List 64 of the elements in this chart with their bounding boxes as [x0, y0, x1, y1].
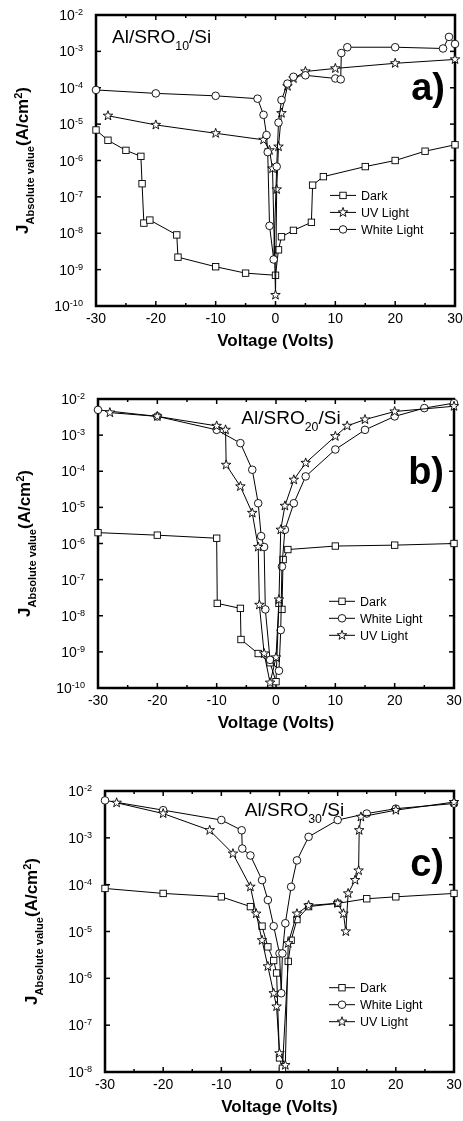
y-tick-label: 10$^{-6}$ — [59, 152, 83, 169]
x-axis-title: Voltage (Volts) — [217, 713, 335, 732]
y-tick-label: 10$^{-2}$ — [68, 783, 92, 799]
x-tick-label: 10 — [329, 1076, 346, 1092]
x-tick-label: 0 — [271, 310, 280, 326]
x-tick-label: -20 — [145, 310, 167, 326]
x-tick-label: -30 — [94, 1076, 116, 1092]
y-tick-label: 10$^{-6}$ — [68, 970, 92, 987]
x-tick-label: -20 — [147, 692, 168, 708]
legend-label: Dark — [361, 188, 389, 203]
y-tick-label: 10$^{-5}$ — [68, 923, 92, 940]
y-tick-label: 10$^{-8}$ — [61, 607, 85, 624]
y-tick-label: 10$^{-7}$ — [68, 1017, 92, 1034]
y-tick-label: 10$^{-9}$ — [61, 643, 85, 660]
x-tick-label: 10 — [327, 692, 344, 708]
x-tick-label: 20 — [387, 310, 404, 326]
legend-label: White Light — [360, 611, 424, 626]
annotation: a) — [411, 66, 445, 108]
legend-label: UV Light — [360, 628, 409, 643]
x-tick-label: -20 — [153, 1076, 174, 1092]
y-tick-label: 10$^{-7}$ — [59, 188, 83, 205]
x-tick-label: 30 — [447, 310, 463, 326]
annotation: Al/SRO$_{20}$/Si — [241, 407, 341, 434]
y-tick-label: 10$^{-5}$ — [59, 116, 83, 133]
y-tick-label: 10$^{-10}$ — [56, 680, 85, 696]
x-tick-label: 20 — [386, 692, 403, 708]
y-tick-label: 10$^{-7}$ — [61, 571, 85, 588]
y-tick-label: 10$^{-8}$ — [68, 1064, 92, 1080]
y-tick-label: 10$^{-5}$ — [61, 499, 85, 516]
x-axis-title: Voltage (Volts) — [217, 331, 334, 350]
annotation: c) — [410, 842, 444, 884]
x-tick-label: -10 — [211, 1076, 232, 1092]
x-tick-label: 0 — [272, 692, 281, 708]
y-tick-label: 10$^{-3}$ — [59, 43, 83, 60]
y-tick-label: 10$^{-4}$ — [59, 79, 83, 96]
x-tick-label: 30 — [446, 1076, 462, 1092]
legend-label: White Light — [360, 998, 424, 1013]
x-tick-label: -10 — [206, 692, 227, 708]
x-tick-label: 20 — [388, 1076, 404, 1092]
y-tick-label: 10$^{-8}$ — [59, 225, 83, 242]
y-tick-label: 10$^{-4}$ — [61, 463, 85, 480]
x-axis-title: Voltage (Volts) — [221, 1097, 338, 1116]
y-tick-label: 10$^{-4}$ — [68, 876, 92, 893]
y-tick-label: 10$^{-3}$ — [61, 427, 85, 444]
legend-label: White Light — [361, 222, 425, 237]
legend-label: UV Light — [360, 1015, 409, 1030]
x-tick-label: 30 — [446, 692, 462, 708]
y-tick-label: 10$^{-2}$ — [61, 391, 85, 407]
x-tick-label: -10 — [205, 310, 226, 326]
annotation: Al/SRO$_{30}$/Si — [244, 799, 345, 826]
x-tick-label: 10 — [327, 310, 344, 326]
annotation: b) — [408, 450, 444, 492]
legend-label: UV Light — [361, 205, 410, 220]
x-tick-label: -30 — [87, 692, 109, 708]
annotation: Al/SRO$_{10}$/Si — [112, 26, 212, 53]
y-tick-label: 10$^{-3}$ — [68, 829, 92, 846]
y-tick-label: 10$^{-9}$ — [59, 261, 83, 278]
x-tick-label: -30 — [85, 310, 107, 326]
y-tick-label: 10$^{-6}$ — [61, 535, 85, 552]
y-tick-label: 10$^{-2}$ — [59, 7, 83, 23]
legend-label: Dark — [360, 981, 388, 996]
x-tick-label: 0 — [275, 1076, 284, 1092]
y-tick-label: 10$^{-10}$ — [54, 298, 83, 314]
legend-label: Dark — [360, 594, 388, 609]
